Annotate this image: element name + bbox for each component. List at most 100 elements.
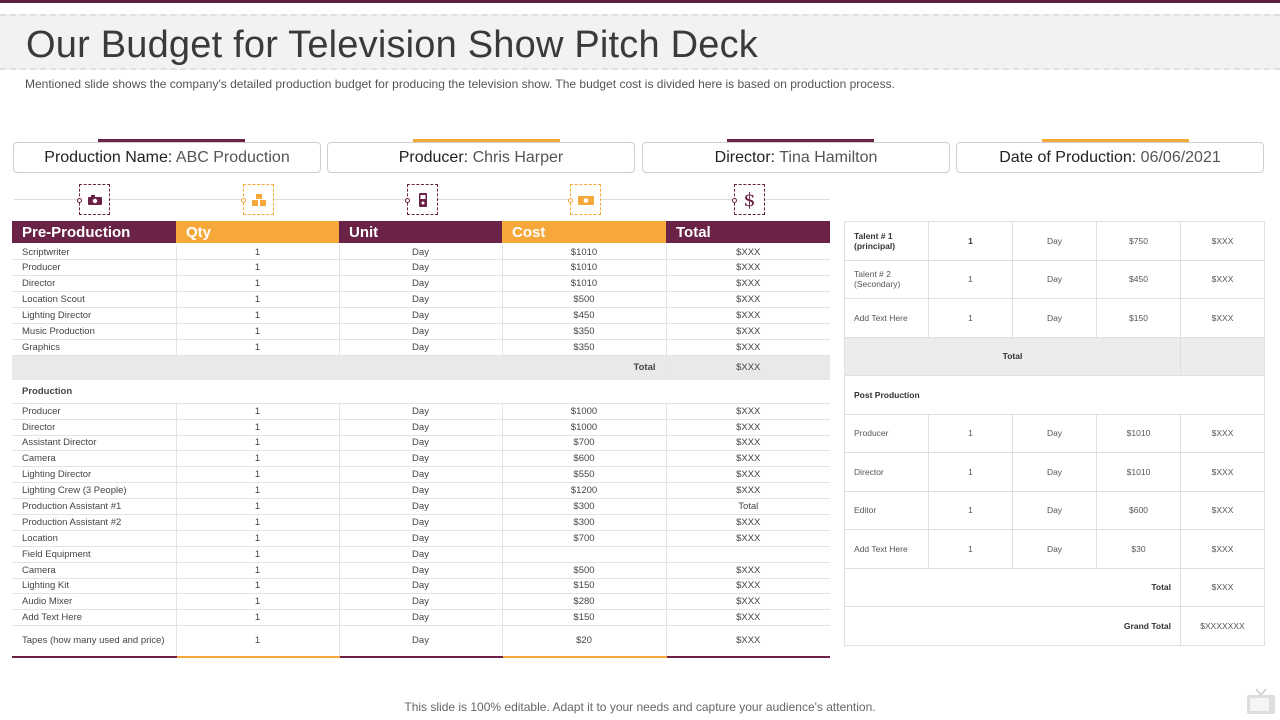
table-row: Director 1 Day $1010 $XXX: [12, 275, 830, 293]
cell-qty: 1: [928, 452, 1013, 492]
cell-total: $XXX: [666, 578, 830, 595]
cell-cost: $1000: [502, 419, 667, 436]
cell-cost: $1000: [502, 403, 667, 420]
cell-unit: Day: [339, 482, 503, 500]
pre-production-budget-table: Pre-Production Qty Unit Cost Total Scrip…: [12, 221, 830, 658]
cell-item: Talent # 1 (principal): [844, 221, 929, 261]
director-value: Tina Hamilton: [779, 149, 878, 166]
total-value: [1180, 336, 1265, 376]
cell-unit: Day: [339, 244, 503, 261]
cell-qty: 1: [176, 419, 340, 436]
cell-total: $XXX: [666, 244, 830, 261]
total-label: Total: [12, 355, 667, 380]
cell-total: [666, 546, 830, 563]
cell-total: $XXX: [1180, 221, 1265, 261]
cell-cost: $30: [1096, 529, 1181, 569]
cell-item: Add Text Here: [844, 298, 929, 338]
table-header-row: Pre-Production Qty Unit Cost Total: [12, 221, 830, 245]
date-label: Date of Production:: [999, 149, 1137, 166]
cell-unit: Day: [1012, 259, 1097, 299]
cell-item: Assistant Director: [12, 435, 177, 452]
cell-total: $XXX: [666, 419, 830, 436]
table-row: Add Text Here 1 Day $150 $XXX: [12, 609, 830, 627]
cell-cost: $450: [1096, 259, 1181, 299]
header-cost: Cost: [502, 221, 666, 245]
cell-total: $XXX: [1180, 298, 1265, 338]
cell-item: Production Assistant #2: [12, 514, 177, 531]
cell-cost: $350: [502, 323, 667, 340]
table-row: Production Assistant #2 1 Day $300 $XXX: [12, 514, 830, 531]
table-row: Director 1 Day $1000 $XXX: [12, 419, 830, 436]
table-row: Lighting Director 1 Day $550 $XXX: [12, 466, 830, 484]
cell-qty: 1: [176, 514, 340, 531]
cell-item: Director: [12, 419, 177, 436]
cell-total: $XXX: [666, 307, 830, 324]
cell-unit: Day: [339, 562, 503, 579]
cell-qty: 1: [176, 609, 340, 627]
cell-item: Add Text Here: [12, 609, 177, 627]
table-row: Producer 1 Day $1010 $XXX: [12, 259, 830, 277]
cell-cost: $1200: [502, 482, 667, 500]
cell-item: Audio Mixer: [12, 593, 177, 611]
cell-item: Production Assistant #1: [12, 498, 177, 515]
cell-cost: $700: [502, 530, 667, 547]
table-row: Add Text Here 1 Day $150 $XXX: [844, 298, 1265, 338]
total-row: Total $XXX: [844, 567, 1265, 607]
production-name-value: ABC Production: [175, 149, 290, 166]
section-label: Post Production: [844, 375, 1265, 415]
cell-total: $XXX: [666, 593, 830, 611]
cell-item: Producer: [844, 413, 929, 453]
tv-icon: [1247, 688, 1275, 714]
cell-item: Lighting Kit: [12, 578, 177, 595]
cell-item: Field Equipment: [12, 546, 177, 563]
cell-qty: 1: [176, 244, 340, 261]
cell-cost: $350: [502, 339, 667, 356]
cell-cost: $550: [502, 466, 667, 484]
header-qty: Qty: [176, 221, 339, 245]
info-accent-bar: [98, 139, 245, 142]
cell-cost: $750: [1096, 221, 1181, 261]
cell-cost: $1010: [502, 244, 667, 261]
table-row: Camera 1 Day $500 $XXX: [12, 562, 830, 579]
cell-item: Graphics: [12, 339, 177, 356]
cell-qty: 1: [176, 466, 340, 484]
table-row: Add Text Here 1 Day $30 $XXX: [844, 529, 1265, 569]
cell-total: $XXX: [666, 275, 830, 293]
date-box: Date of Production: 06/06/2021: [956, 142, 1264, 173]
table-row: Lighting Crew (3 People) 1 Day $1200 $XXX: [12, 482, 830, 500]
header-pre-production: Pre-Production: [12, 221, 176, 245]
cell-cost: $1010: [502, 259, 667, 277]
cell-item: Producer: [12, 259, 177, 277]
section-label: Production: [12, 379, 830, 404]
cell-unit: Day: [339, 593, 503, 611]
cell-qty: 1: [176, 339, 340, 356]
cell-unit: Day: [339, 578, 503, 595]
cell-qty: 1: [176, 259, 340, 277]
total-value: $XXXXXXX: [1180, 606, 1265, 646]
cell-unit: Day: [339, 259, 503, 277]
table-row: Assistant Director 1 Day $700 $XXX: [12, 435, 830, 452]
production-name-box: Production Name: ABC Production: [13, 142, 321, 173]
production-section-row: Production: [12, 379, 830, 404]
table-row: Location 1 Day $700 $XXX: [12, 530, 830, 547]
cell-total: $XXX: [666, 291, 830, 309]
cell-qty: 1: [928, 529, 1013, 569]
header-total: Total: [666, 221, 830, 245]
cell-item: Director: [844, 452, 929, 492]
phone-icon: [405, 184, 438, 215]
producer-value: Chris Harper: [472, 149, 564, 166]
info-accent-bar: [413, 139, 560, 142]
cell-total: $XXX: [666, 403, 830, 420]
cell-qty: 1: [176, 323, 340, 340]
cell-unit: Day: [339, 609, 503, 627]
footer-note: This slide is 100% editable. Adapt it to…: [404, 700, 876, 714]
cell-cost: $280: [502, 593, 667, 611]
cell-qty: 1: [176, 291, 340, 309]
cell-total: $XXX: [666, 435, 830, 452]
camera-icon: [77, 184, 110, 215]
cell-unit: Day: [339, 466, 503, 484]
producer-label: Producer:: [398, 149, 469, 166]
cell-item: Talent # 2 (Secondary): [844, 259, 929, 299]
cell-unit: Day: [339, 419, 503, 436]
cell-item: Producer: [12, 403, 177, 420]
